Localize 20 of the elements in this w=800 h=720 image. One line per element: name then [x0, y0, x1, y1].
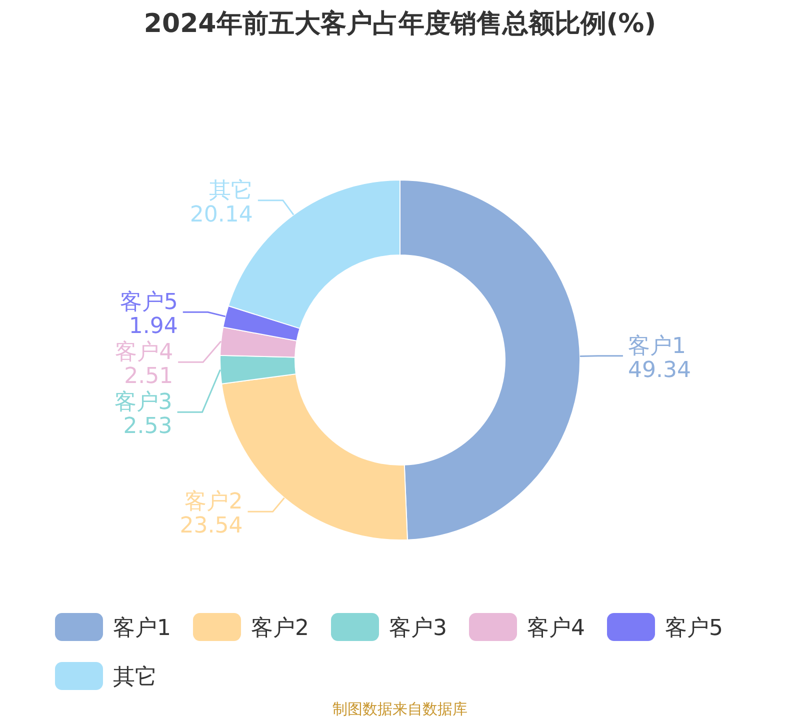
- legend-label: 客户3: [389, 616, 447, 641]
- legend-label: 客户2: [251, 616, 309, 641]
- data-label: 1.94: [128, 314, 178, 340]
- legend-label: 其它: [113, 665, 157, 690]
- data-label: 20.14: [190, 202, 253, 228]
- legend-label: 客户4: [527, 616, 585, 641]
- slice-label: 客户4: [115, 340, 174, 366]
- data-label: 2.53: [123, 414, 172, 440]
- data-label: 49.34: [628, 358, 691, 383]
- slice-label: 其它: [208, 178, 253, 204]
- legend-label: 客户1: [113, 616, 171, 641]
- data-label: 23.54: [180, 514, 243, 539]
- slice-label: 客户1: [628, 334, 686, 359]
- slice-label: 客户3: [114, 390, 172, 416]
- legend-label: 客户5: [665, 616, 723, 641]
- data-label: 2.51: [124, 364, 174, 390]
- chart-title: 2024年前五大客户占年度销售总额比例(%): [144, 9, 656, 39]
- slice-label: 客户2: [184, 490, 243, 515]
- slice-label: 客户5: [120, 290, 178, 316]
- text: 制图数据来自数据库: [332, 700, 468, 718]
